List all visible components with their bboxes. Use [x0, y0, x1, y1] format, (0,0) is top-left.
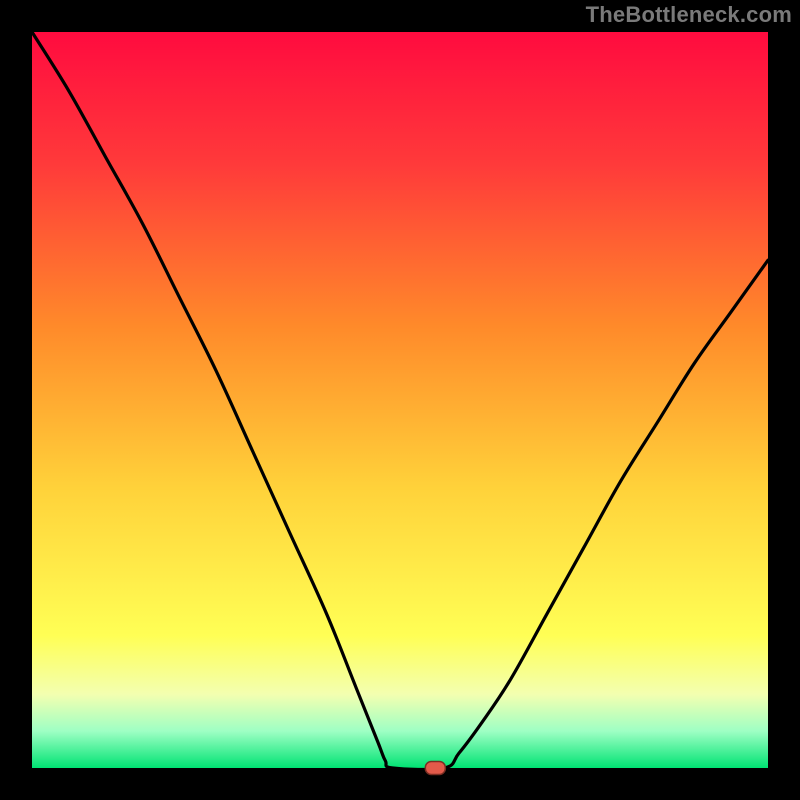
bottleneck-chart	[0, 0, 800, 800]
optimum-marker	[425, 762, 445, 775]
plot-area	[32, 32, 768, 768]
chart-stage: TheBottleneck.com	[0, 0, 800, 800]
watermark-text: TheBottleneck.com	[586, 2, 792, 28]
